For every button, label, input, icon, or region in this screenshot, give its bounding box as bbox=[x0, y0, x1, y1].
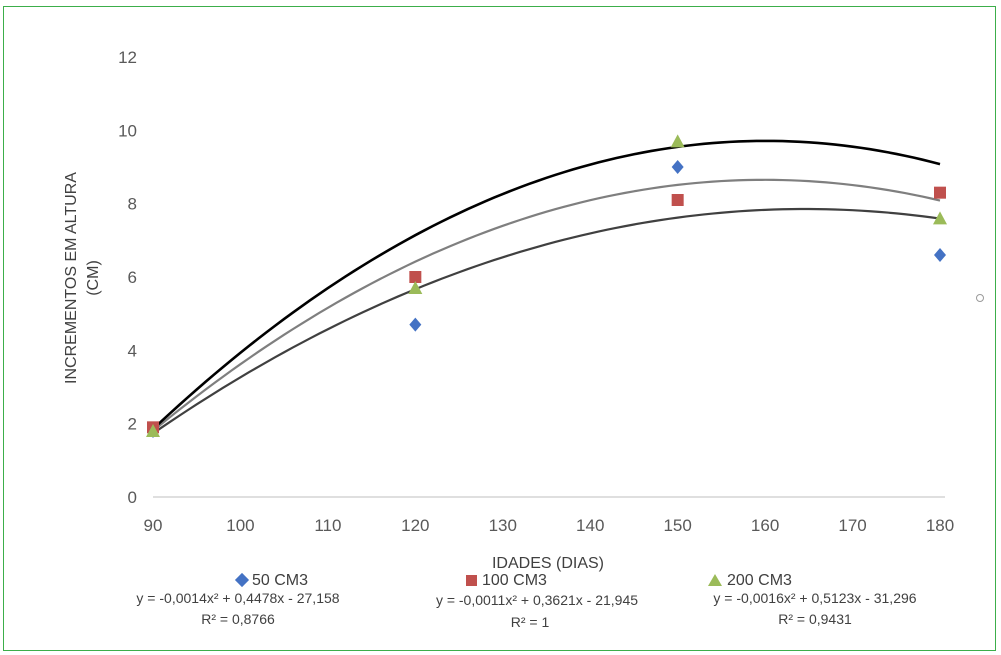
y-tick-label: 12 bbox=[118, 48, 137, 67]
data-point-diamond[interactable] bbox=[671, 160, 684, 174]
legend-item-50cm3: 50 CM3 y = -0,0014x² + 0,4478x - 27,158 … bbox=[136, 572, 339, 627]
data-points bbox=[146, 134, 947, 438]
data-point-diamond[interactable] bbox=[409, 317, 422, 332]
y-tick-label: 2 bbox=[128, 415, 137, 434]
y-axis-title: INCREMENTOS EM ALTURA (CM) bbox=[63, 172, 102, 384]
x-tick-label: 100 bbox=[226, 516, 254, 535]
legend-label-50cm3: 50 CM3 bbox=[252, 572, 308, 589]
x-tick-label: 90 bbox=[144, 516, 163, 535]
legend-equation-200cm3: y = -0,0016x² + 0,5123x - 31,296 bbox=[713, 590, 916, 606]
x-tick-label: 120 bbox=[401, 516, 429, 535]
legend-marker-square bbox=[466, 575, 477, 586]
legend: 50 CM3 y = -0,0014x² + 0,4478x - 27,158 … bbox=[136, 572, 916, 630]
data-point-diamond[interactable] bbox=[934, 248, 946, 262]
data-point-triangle[interactable] bbox=[146, 424, 160, 437]
chart-frame bbox=[3, 6, 996, 651]
y-tick-label: 8 bbox=[128, 195, 137, 214]
data-point-triangle[interactable] bbox=[933, 211, 947, 225]
x-tick-label: 160 bbox=[751, 516, 779, 535]
x-tick-label: 170 bbox=[838, 516, 866, 535]
legend-item-200cm3: 200 CM3 y = -0,0016x² + 0,5123x - 31,296… bbox=[708, 572, 917, 627]
legend-r2-100cm3: R² = 1 bbox=[511, 614, 550, 630]
data-point-square[interactable] bbox=[934, 186, 946, 199]
x-tick-label: 180 bbox=[926, 516, 954, 535]
legend-item-100cm3: 100 CM3 y = -0,0011x² + 0,3621x - 21,945… bbox=[436, 572, 638, 630]
data-point-triangle[interactable] bbox=[408, 281, 423, 294]
data-point-square[interactable] bbox=[671, 194, 684, 206]
legend-marker-triangle bbox=[708, 574, 722, 586]
legend-label-200cm3: 200 CM3 bbox=[727, 572, 792, 589]
x-tick-label: 150 bbox=[663, 516, 691, 535]
y-tick-labels: 0 2 4 6 8 10 12 bbox=[118, 48, 137, 507]
legend-equation-50cm3: y = -0,0014x² + 0,4478x - 27,158 bbox=[136, 590, 339, 606]
trendline-100cm3 bbox=[152, 207, 941, 435]
y-tick-label: 0 bbox=[128, 488, 137, 507]
x-tick-label: 140 bbox=[576, 516, 604, 535]
legend-equation-100cm3: y = -0,0011x² + 0,3621x - 21,945 bbox=[436, 592, 638, 608]
legend-label-100cm3: 100 CM3 bbox=[482, 572, 547, 589]
legend-marker-diamond bbox=[234, 572, 250, 588]
x-tick-label: 130 bbox=[489, 516, 517, 535]
trendline-200cm3 bbox=[152, 139, 941, 431]
legend-r2-200cm3: R² = 0,9431 bbox=[778, 611, 852, 627]
trendline-50cm3 bbox=[152, 178, 941, 432]
data-point-square[interactable] bbox=[409, 271, 422, 283]
legend-r2-50cm3: R² = 0,8766 bbox=[201, 611, 275, 627]
x-axis-title: IDADES (DIAS) bbox=[492, 555, 604, 572]
resize-handle-icon[interactable] bbox=[976, 294, 984, 302]
y-tick-label: 6 bbox=[128, 268, 137, 287]
x-tick-label: 110 bbox=[314, 516, 341, 535]
y-axis-title-line-2: (CM) bbox=[85, 260, 102, 296]
data-point-triangle[interactable] bbox=[670, 134, 685, 148]
y-tick-label: 4 bbox=[128, 341, 137, 360]
x-tick-labels: 90 100 110 120 130 140 150 160 170 180 bbox=[144, 516, 955, 535]
y-tick-label: 10 bbox=[118, 121, 137, 140]
trendlines bbox=[152, 139, 941, 435]
y-axis-title-line-1: INCREMENTOS EM ALTURA bbox=[63, 172, 80, 384]
